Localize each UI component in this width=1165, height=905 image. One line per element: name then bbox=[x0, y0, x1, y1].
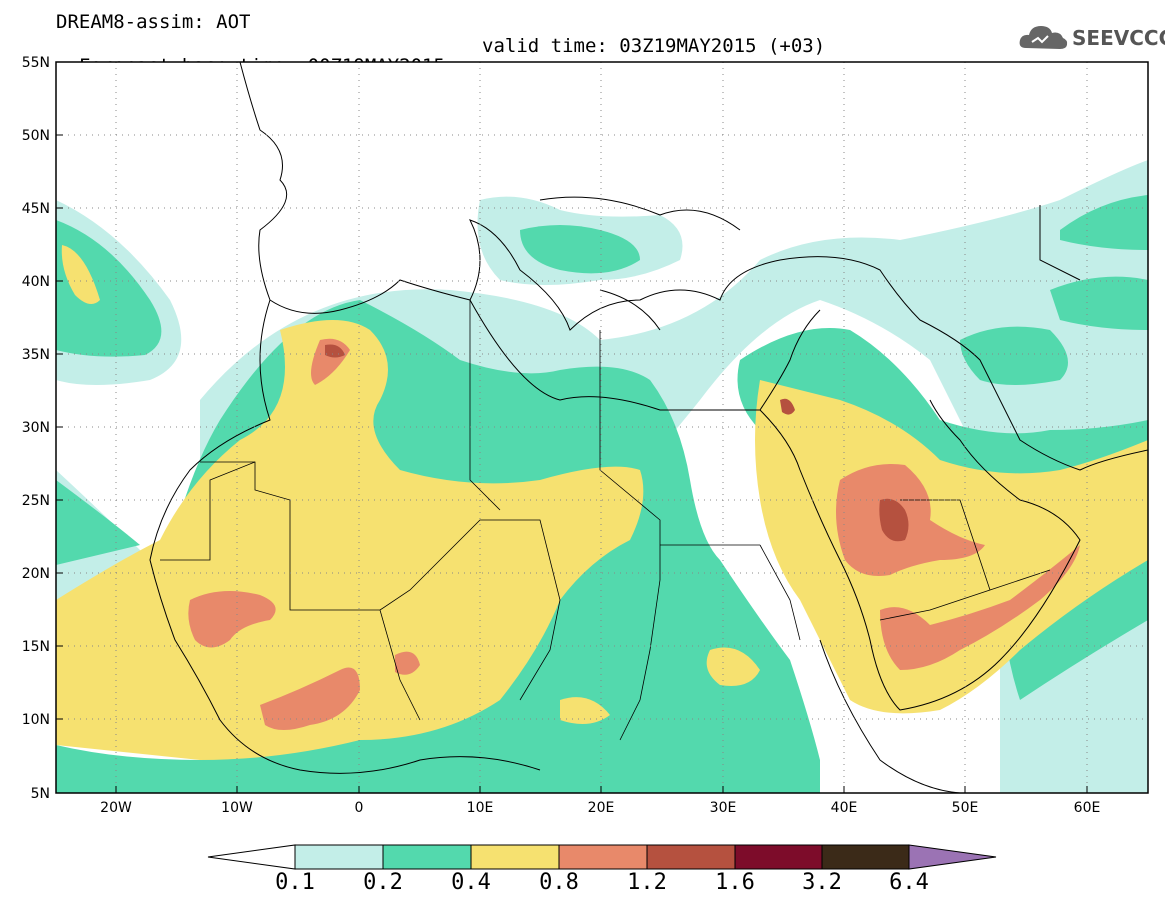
lat-labels: 55N 50N 45N 40N 35N 30N 25N 20N 15N 10N … bbox=[22, 55, 50, 802]
lon-label: 20W bbox=[100, 800, 132, 816]
seevccc-logo: SEEVCCC bbox=[1018, 20, 1165, 56]
lat-label: 50N bbox=[22, 128, 50, 144]
colorbar-swatch bbox=[382, 844, 472, 870]
lat-label: 10N bbox=[22, 712, 50, 728]
lat-label: 30N bbox=[22, 420, 50, 436]
lat-label: 40N bbox=[22, 274, 50, 290]
lat-label: 55N bbox=[22, 55, 50, 71]
lon-label: 20E bbox=[588, 800, 615, 816]
colorbar-high-arrow bbox=[908, 844, 997, 870]
lat-label: 25N bbox=[22, 493, 50, 509]
colorbar-label: 0.4 bbox=[451, 870, 491, 895]
lon-label: 30E bbox=[710, 800, 737, 816]
colorbar-label: 1.6 bbox=[715, 870, 755, 895]
colorbar-label: 0.2 bbox=[363, 870, 403, 895]
axis-ticks bbox=[56, 61, 1088, 794]
colorbar-label: 1.2 bbox=[627, 870, 667, 895]
lon-label: 0 bbox=[355, 800, 364, 816]
lon-label: 10E bbox=[467, 800, 494, 816]
colorbar-label: 0.8 bbox=[539, 870, 579, 895]
cloud-icon bbox=[1019, 26, 1068, 49]
graticule bbox=[56, 62, 1148, 793]
valid-time: valid time: 03Z19MAY2015 (+03) bbox=[482, 35, 826, 57]
logo-text: SEEVCCC bbox=[1072, 26, 1165, 50]
lat-label: 5N bbox=[31, 786, 50, 802]
colorbar-label: 0.1 bbox=[275, 870, 315, 895]
map-title: DREAM8-assim: AOT bbox=[56, 11, 251, 33]
colorbar-swatch bbox=[734, 844, 823, 870]
lon-label: 60E bbox=[1074, 800, 1101, 816]
lat-label: 20N bbox=[22, 566, 50, 582]
lat-label: 45N bbox=[22, 201, 50, 217]
aot-contours bbox=[56, 160, 1148, 793]
colorbar-swatch bbox=[821, 844, 910, 870]
lon-labels: 20W 10W 0 10E 20E 30E 40E 50E 60E bbox=[100, 800, 1100, 816]
lat-label: 35N bbox=[22, 347, 50, 363]
lon-label: 10W bbox=[221, 800, 253, 816]
lon-label: 40E bbox=[831, 800, 858, 816]
colorbar-swatch bbox=[558, 844, 648, 870]
lon-label: 50E bbox=[952, 800, 979, 816]
colorbar-swatch bbox=[470, 844, 560, 870]
country-borders bbox=[160, 300, 1051, 741]
colorbar-label: 6.4 bbox=[889, 870, 929, 895]
colorbar-swatch bbox=[646, 844, 736, 870]
colorbar-low-arrow bbox=[207, 844, 296, 870]
lat-label: 15N bbox=[22, 639, 50, 655]
colorbar bbox=[207, 844, 997, 870]
colorbar-swatch bbox=[294, 844, 384, 870]
colorbar-label: 3.2 bbox=[802, 870, 842, 895]
coastlines bbox=[149, 62, 1148, 793]
